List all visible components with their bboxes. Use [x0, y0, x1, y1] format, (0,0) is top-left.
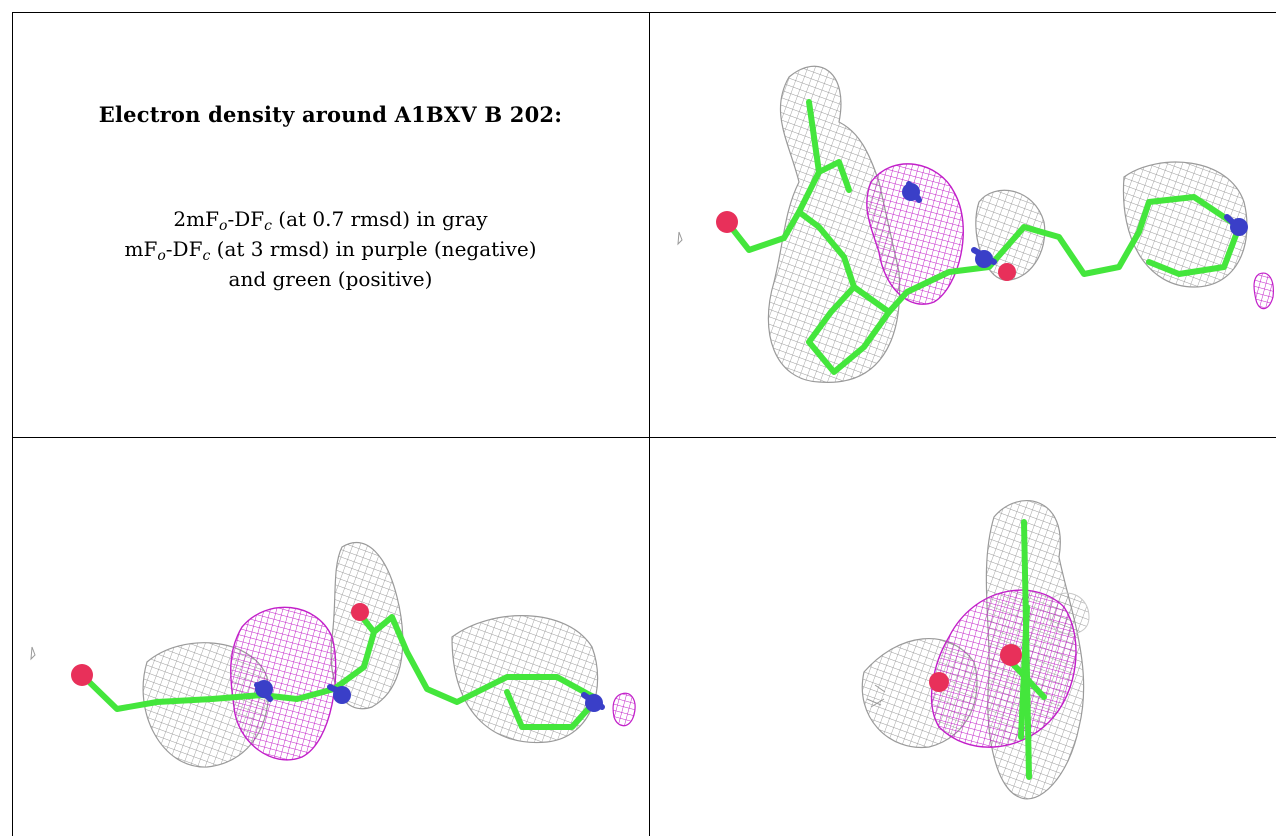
density-view-1: [649, 12, 1276, 437]
table-border-left: [12, 12, 13, 836]
legend-line-2fofc: 2mFo-DFc (at 0.7 rmsd) in gray: [173, 207, 488, 234]
legend-line-fofc: mFo-DFc (at 3 rmsd) in purple (negative): [124, 237, 537, 264]
caption-title: Electron density around A1BXV B 202:: [98, 102, 563, 127]
density-view-2: [12, 437, 649, 836]
density-view-3: [649, 437, 1276, 836]
legend-line-positive: and green (positive): [228, 267, 433, 291]
table-divider-vertical: [649, 12, 650, 836]
figure-table: Electron density around A1BXV B 202: 2mF…: [12, 12, 1276, 836]
density-view-1-image: [677, 65, 1274, 383]
caption-cell: Electron density around A1BXV B 202: 2mF…: [12, 12, 649, 437]
density-view-2-image: [30, 542, 636, 768]
table-divider-horizontal: [12, 437, 1276, 438]
caption-legend: 2mFo-DFc (at 0.7 rmsd) in gray mFo-DFc (…: [12, 204, 649, 294]
table-border-top: [12, 12, 1276, 13]
density-view-3-image: [861, 500, 1090, 800]
